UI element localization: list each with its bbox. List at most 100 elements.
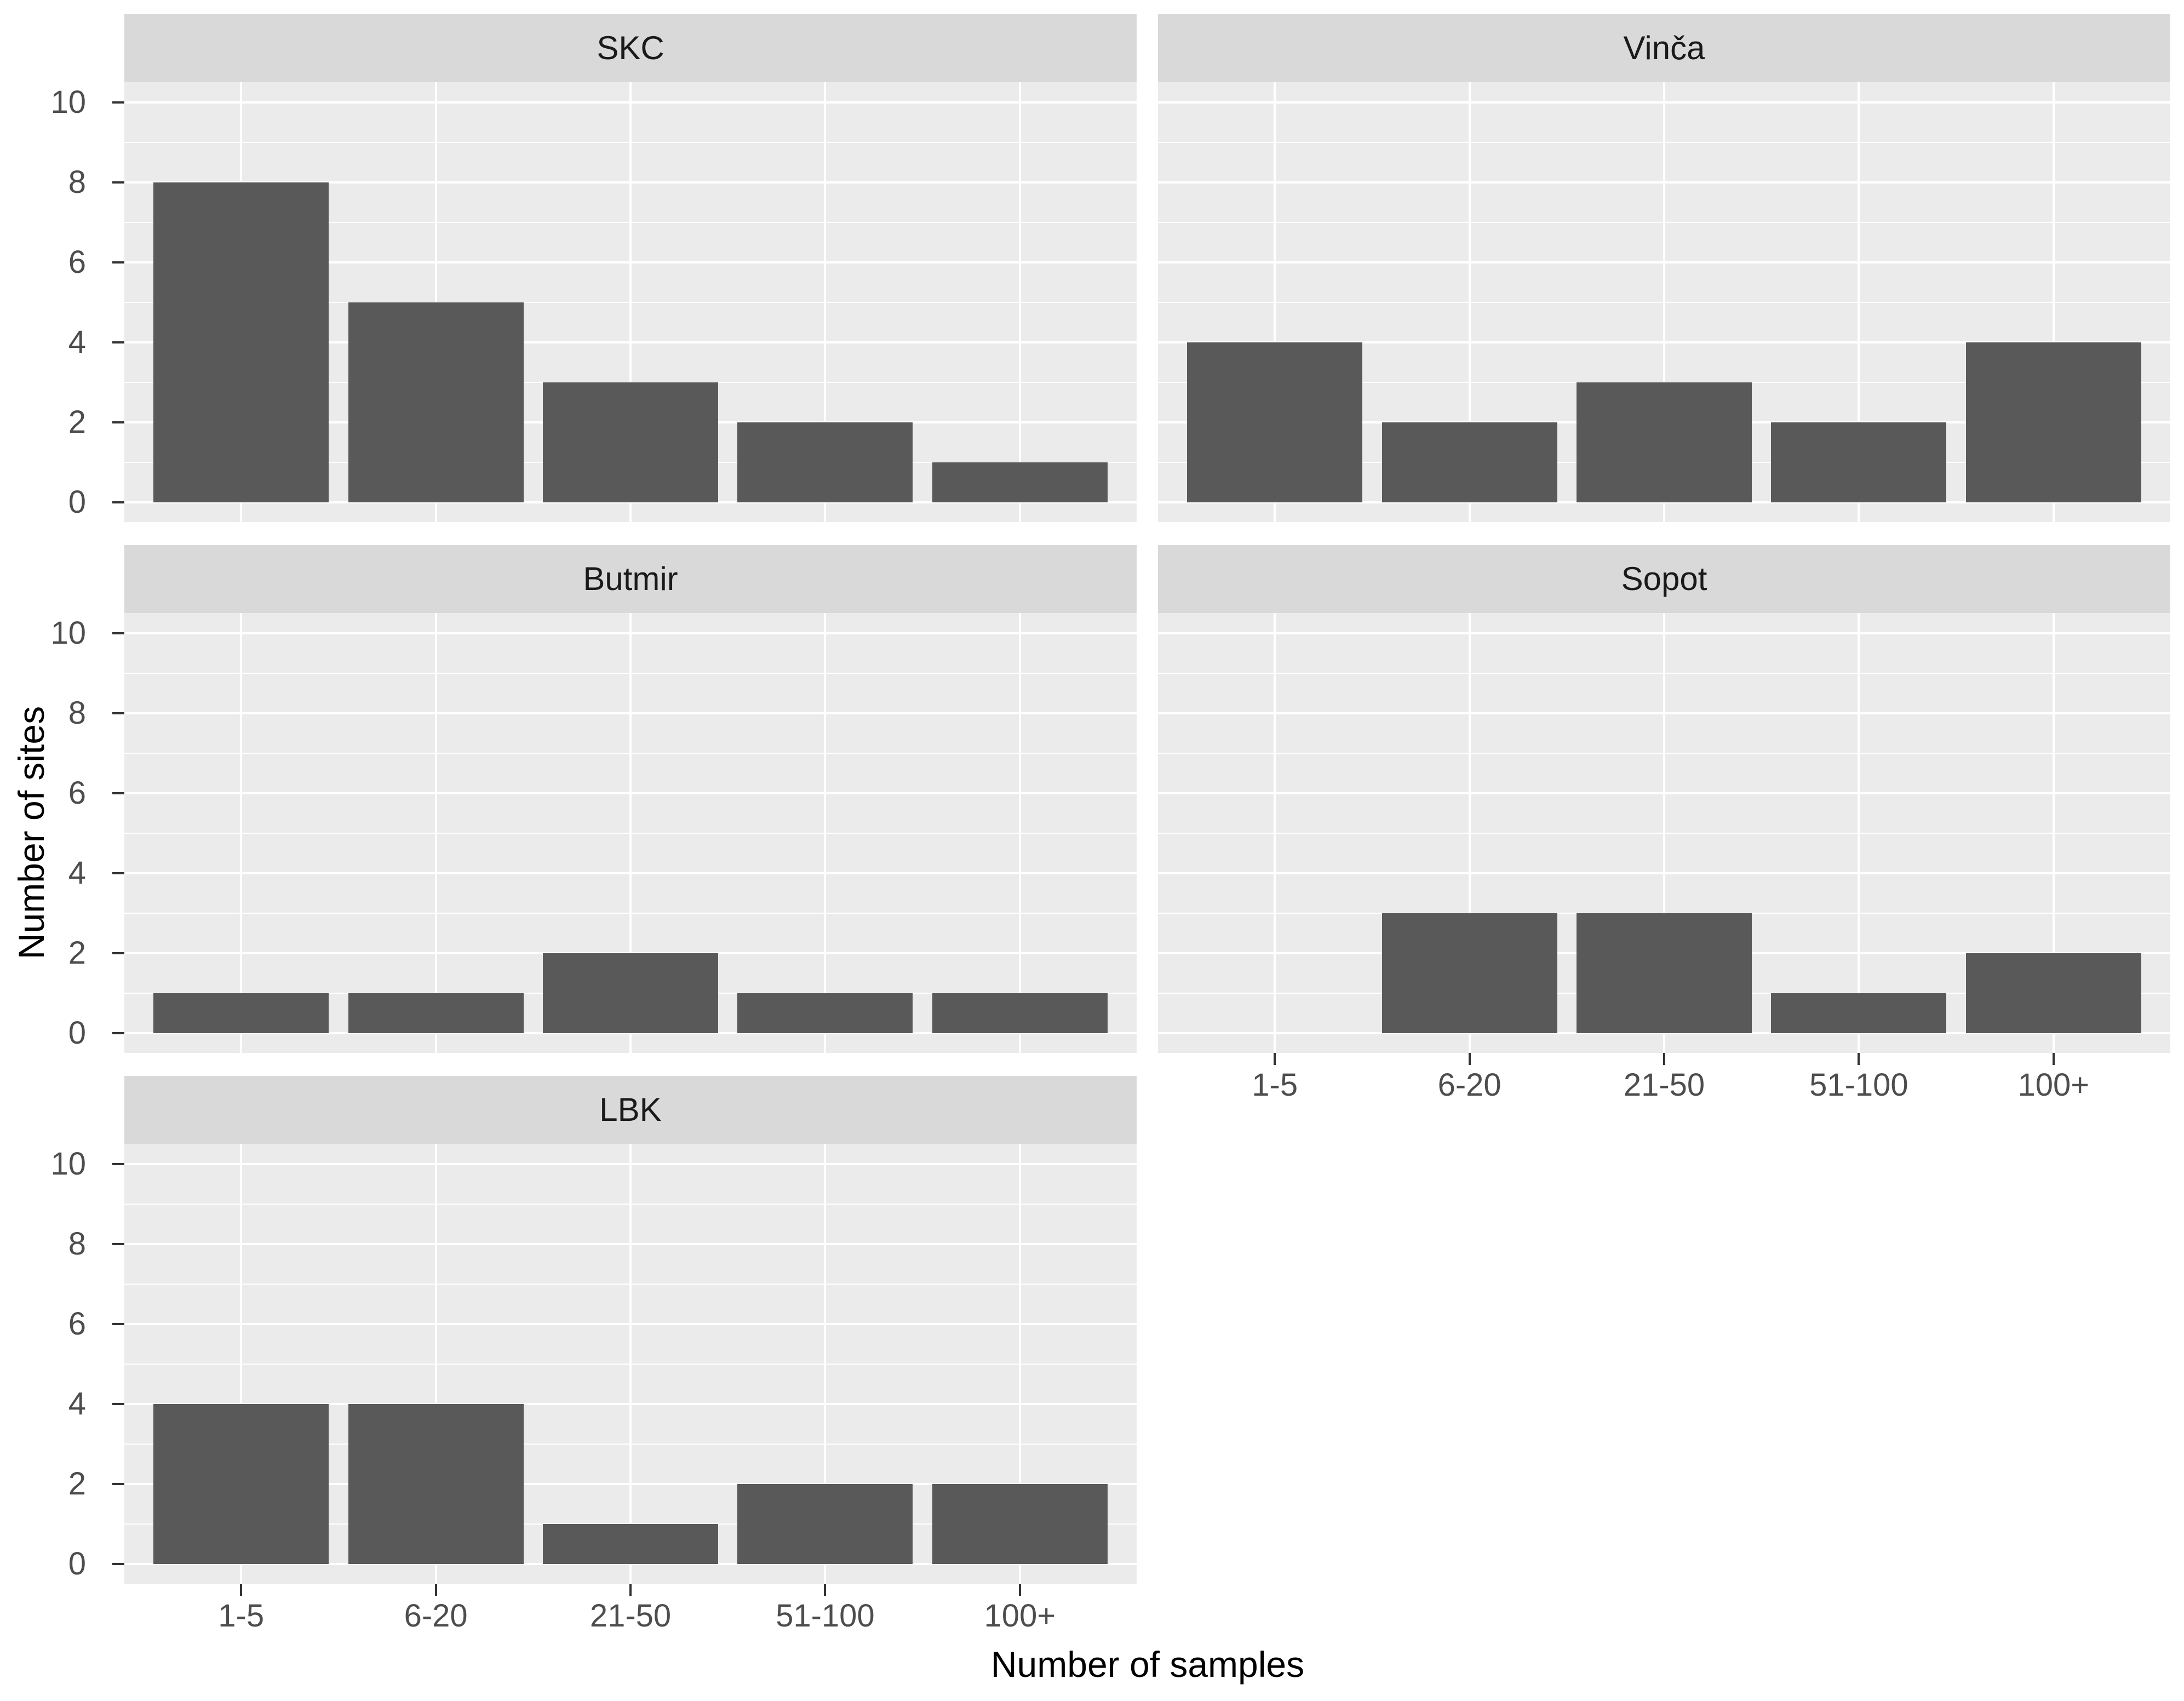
y-tick-mark [112, 1162, 124, 1165]
facet-strip: Butmir [124, 545, 1137, 613]
facet-strip-label: Butmir [583, 560, 678, 597]
x-tick-label: 1-5 [1252, 1067, 1298, 1103]
x-tick-mark [629, 1584, 632, 1596]
facet-strip: Sopot [1158, 545, 2170, 613]
bar [932, 1484, 1108, 1564]
gridline-major-v [1858, 82, 1860, 522]
gridline-major-v [1018, 613, 1021, 1053]
y-tick-mark [112, 1482, 124, 1485]
x-tick-label: 1-5 [218, 1598, 265, 1634]
bar [1771, 993, 1947, 1033]
y-tick-mark [112, 792, 124, 794]
gridline-major-v [1274, 82, 1276, 522]
facet-panel [1158, 82, 2170, 522]
y-tick-label: 0 [68, 484, 86, 520]
facet-strip-label: SKC [597, 30, 664, 66]
y-tick-label: 10 [50, 1146, 86, 1182]
bar [1965, 342, 2141, 502]
bar [1771, 422, 1947, 502]
x-tick-mark [434, 1584, 437, 1596]
bar [348, 993, 524, 1033]
y-tick-mark [112, 421, 124, 423]
gridline-major-v [2052, 613, 2055, 1053]
x-axis-title: Number of samples [990, 1644, 1305, 1685]
y-tick-mark [112, 1562, 124, 1565]
y-tick-label: 6 [68, 244, 86, 280]
gridline-major-v [240, 613, 243, 1053]
gridline-major-v [629, 82, 632, 522]
gridline-major-v [1468, 613, 1471, 1053]
x-tick-mark [1018, 1584, 1021, 1596]
gridline-major-v [240, 1144, 243, 1584]
bar [153, 1404, 329, 1564]
bar [737, 993, 913, 1033]
gridline-major-v [1468, 82, 1471, 522]
x-tick-mark [1858, 1053, 1860, 1065]
x-tick-mark [1274, 1053, 1276, 1065]
y-tick-mark [112, 181, 124, 184]
x-tick-label: 21-50 [1623, 1067, 1705, 1103]
y-tick-label: 8 [68, 695, 86, 731]
bar [737, 422, 913, 502]
facet-panel [124, 82, 1137, 522]
gridline-major-v [434, 1144, 437, 1584]
gridline-major-v [1274, 613, 1276, 1053]
gridline-major-v [1858, 613, 1860, 1053]
y-tick-mark [112, 501, 124, 503]
x-tick-label: 6-20 [1437, 1067, 1501, 1103]
y-tick-mark [112, 872, 124, 874]
x-tick-mark [1663, 1053, 1665, 1065]
bar [348, 302, 524, 502]
x-tick-label: 100+ [2017, 1067, 2090, 1103]
facet-strip-label: LBK [599, 1091, 662, 1128]
gridline-major-v [1663, 613, 1665, 1053]
gridline-major-v [629, 1144, 632, 1584]
bar [1577, 382, 1752, 502]
facet-panel [124, 613, 1137, 1053]
y-axis-title: Number of sites [11, 706, 51, 960]
x-tick-mark [2052, 1053, 2055, 1065]
bar [932, 993, 1108, 1033]
bar [932, 462, 1108, 502]
x-tick-label: 21-50 [589, 1598, 672, 1634]
bar [1382, 913, 1557, 1033]
y-tick-mark [112, 952, 124, 954]
bar [1965, 953, 2141, 1033]
gridline-major-v [824, 1144, 827, 1584]
facet-panel [124, 1144, 1137, 1584]
bar [737, 1484, 913, 1564]
bar [153, 993, 329, 1033]
gridline-major-v [824, 613, 827, 1053]
y-tick-label: 4 [68, 1385, 86, 1422]
x-tick-label: 51-100 [1809, 1067, 1908, 1103]
y-tick-label: 10 [50, 615, 86, 651]
gridline-major-v [1663, 82, 1665, 522]
y-tick-label: 8 [68, 1225, 86, 1262]
facet-strip-label: Vinča [1623, 30, 1705, 66]
x-tick-mark [824, 1584, 827, 1596]
y-tick-mark [112, 101, 124, 104]
y-tick-label: 8 [68, 164, 86, 200]
facet-strip: LBK [124, 1076, 1137, 1144]
y-tick-mark [112, 1322, 124, 1325]
bar [543, 382, 718, 502]
y-tick-mark [112, 341, 124, 343]
bar [348, 1404, 524, 1564]
x-tick-mark [1468, 1053, 1471, 1065]
y-tick-label: 6 [68, 1305, 86, 1342]
y-tick-label: 6 [68, 775, 86, 811]
bar [543, 1524, 718, 1564]
y-tick-mark [112, 1032, 124, 1034]
y-tick-label: 2 [68, 935, 86, 971]
facet-strip: SKC [124, 14, 1137, 82]
y-tick-label: 0 [68, 1545, 86, 1582]
bar [1577, 913, 1752, 1033]
y-tick-mark [112, 632, 124, 634]
x-tick-label: 6-20 [404, 1598, 468, 1634]
bar [1187, 342, 1363, 502]
y-tick-label: 4 [68, 324, 86, 360]
y-tick-label: 10 [50, 84, 86, 120]
y-tick-mark [112, 261, 124, 264]
bar [153, 182, 329, 502]
